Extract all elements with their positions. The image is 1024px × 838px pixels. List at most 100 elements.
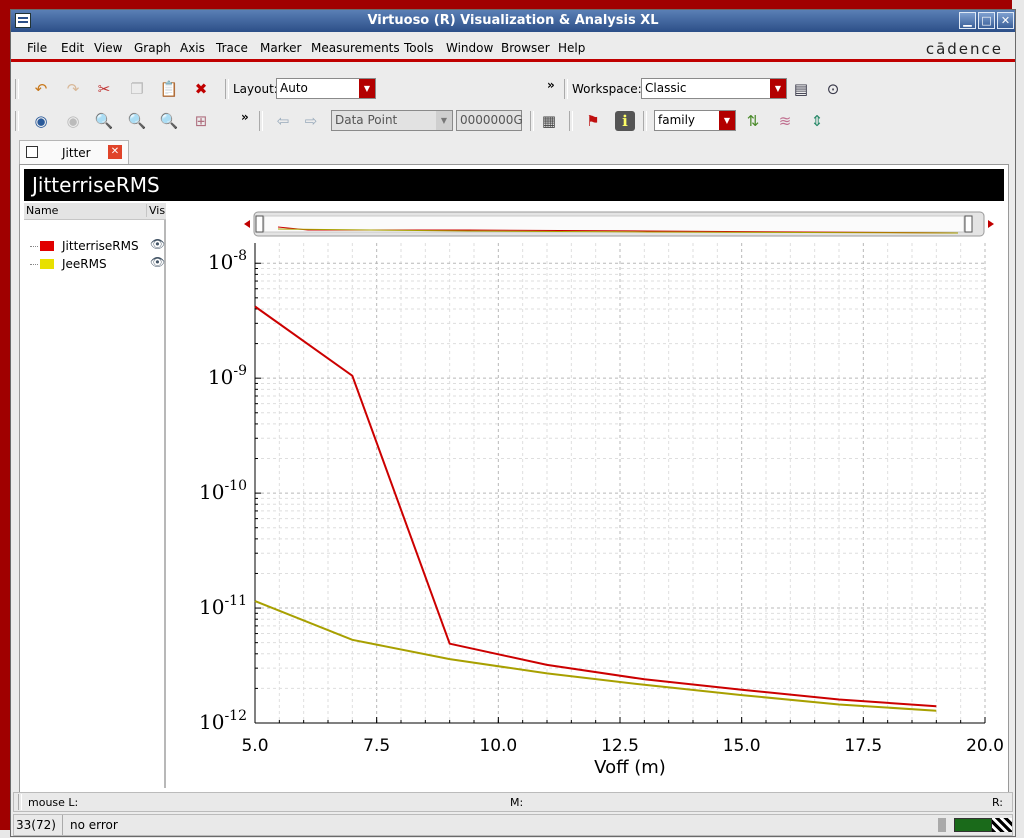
x-axis-label: Voff (m) [594, 757, 666, 778]
zoom-in-x-icon[interactable]: 🔍 [127, 112, 147, 130]
menu-bar: File Edit View Graph Axis Trace Marker M… [11, 34, 1015, 62]
mouse-left-binding: mouse L: [28, 796, 79, 809]
zoom-reset-icon[interactable]: ◉ [66, 112, 80, 130]
menu-graph[interactable]: Graph [134, 41, 171, 55]
x-tick-label: 7.5 [363, 736, 390, 756]
plot-grid [254, 243, 986, 724]
visibility-eye-icon[interactable]: 👁 [150, 237, 166, 251]
scroll-right-handle[interactable] [964, 215, 973, 233]
visibility-eye-icon[interactable]: 👁 [150, 255, 166, 269]
window-title: Virtuoso (R) Visualization & Analysis XL [367, 13, 659, 28]
plot-style-select[interactable]: family ▼ [654, 110, 736, 131]
workspace-select[interactable]: Classic ▼ [641, 78, 787, 99]
toolbar-grip[interactable] [259, 111, 263, 131]
toolbar-overflow-button[interactable]: » [241, 110, 249, 124]
strip-traces-icon[interactable]: ⇕ [810, 112, 824, 130]
command-count: 33(72) [16, 818, 56, 832]
paste-icon[interactable]: 📋 [159, 80, 179, 98]
status-indicator [938, 818, 946, 832]
zoom-in-icon[interactable]: 🔍 [94, 112, 114, 130]
marker-mode-select[interactable]: Data Point ▼ [331, 110, 453, 131]
calculator-icon[interactable]: ▦ [541, 112, 557, 130]
legend-header: Name Vis [24, 203, 166, 220]
plot-area[interactable]: 5.0 7.5 10.0 12.5 15.0 17.5 20.0 10-8 10-9 10-10 1… [168, 205, 1008, 795]
legend-column-name[interactable]: Name [26, 204, 59, 217]
plot-traces [254, 305, 937, 712]
toolbar-grip[interactable] [530, 111, 534, 131]
copy-icon[interactable]: ❐ [130, 80, 144, 98]
toolbar-grip[interactable] [643, 111, 647, 131]
chevron-down-icon[interactable]: ▼ [719, 111, 735, 130]
menu-view[interactable]: View [94, 41, 123, 55]
title-bar[interactable]: Virtuoso (R) Visualization & Analysis XL… [11, 10, 1015, 32]
chevron-down-icon[interactable]: ▼ [436, 111, 452, 130]
chevron-down-icon[interactable]: ▼ [359, 79, 375, 98]
tab-jitter[interactable]: Jitter ✕ [19, 140, 129, 164]
mouse-middle-binding: M: [510, 796, 524, 809]
trace-jitterriserms [254, 305, 937, 708]
x-tick-label: 12.5 [601, 736, 639, 756]
marker-value: 0000000G [460, 113, 523, 127]
menu-marker[interactable]: Marker [260, 41, 302, 55]
menu-window[interactable]: Window [446, 41, 494, 55]
legend-item-jitterrisrms[interactable]: JitterriseRMS 👁 [24, 237, 166, 255]
message-bar: 33(72) no error [13, 814, 1013, 836]
x-scrollbar[interactable] [244, 211, 994, 237]
graph-title: JitterriseRMS [24, 169, 1004, 201]
layout-label: Layout: [233, 82, 278, 96]
toolbar-grip[interactable] [15, 79, 19, 99]
minimize-button[interactable]: ▁ [959, 12, 976, 29]
legend-column-visible[interactable]: Vis [146, 204, 165, 217]
workspace-save-icon[interactable]: ▤ [793, 80, 809, 98]
menu-tools[interactable]: Tools [404, 41, 434, 55]
overlay-traces-icon[interactable]: ≋ [778, 112, 792, 130]
layout-select-value: Auto [280, 81, 308, 95]
tab-close-icon[interactable]: ✕ [108, 145, 122, 159]
trace-color-swatch [40, 259, 54, 269]
next-point-icon[interactable]: ⇨ [304, 112, 318, 130]
zoom-out-icon[interactable]: 🔍 [159, 112, 179, 130]
toolbar-overflow-button[interactable]: » [547, 78, 555, 92]
fit-icon[interactable]: ◉ [34, 112, 48, 130]
workspace-load-icon[interactable]: ⊙ [826, 80, 840, 98]
menu-axis[interactable]: Axis [180, 41, 205, 55]
plot-style-value: family [658, 113, 696, 127]
layout-select[interactable]: Auto ▼ [276, 78, 376, 99]
previous-point-icon[interactable]: ⇦ [276, 112, 290, 130]
menu-trace[interactable]: Trace [216, 41, 248, 55]
trace-jeerms [254, 600, 937, 712]
scroll-left-arrow-icon[interactable] [244, 220, 250, 228]
close-button[interactable]: ✕ [997, 12, 1014, 29]
toolbar-grip[interactable] [569, 111, 573, 131]
window-menu-icon[interactable] [15, 13, 31, 28]
toolbar-grip[interactable] [564, 79, 568, 99]
menu-measurements[interactable]: Measurements [311, 41, 400, 55]
zoom-box-icon[interactable]: ⊞ [194, 112, 208, 130]
x-tick-label: 20.0 [966, 736, 1004, 756]
menu-help[interactable]: Help [558, 41, 586, 55]
maximize-button[interactable]: □ [978, 12, 995, 29]
cut-icon[interactable]: ✂ [97, 80, 111, 98]
toolbar-grip[interactable] [225, 79, 229, 99]
delete-icon[interactable]: ✖ [194, 80, 208, 98]
toolbar-grip[interactable] [15, 111, 19, 131]
status-grip [18, 794, 22, 810]
redo-icon[interactable]: ↷ [66, 80, 80, 98]
scroll-right-arrow-icon[interactable] [988, 220, 994, 228]
x-tick-label: 5.0 [241, 736, 268, 756]
menu-edit[interactable]: Edit [61, 41, 85, 55]
split-traces-icon[interactable]: ⇅ [746, 112, 760, 130]
toolbar-main: ↶ ↷ ✂ ❐ 📋 ✖ Layout: Auto ▼ » Workspace: … [11, 73, 1015, 103]
toolbar-graph: ◉ ◉ 🔍 🔍 🔍 ⊞ » ⇦ ⇨ Data Point ▼ 0000000G … [11, 105, 1015, 135]
menu-file[interactable]: File [27, 41, 48, 55]
chevron-down-icon[interactable]: ▼ [770, 79, 786, 98]
graph-tab-icon [26, 146, 38, 158]
scroll-left-handle[interactable] [255, 215, 264, 233]
legend-item-jeerms[interactable]: JeeRMS 👁 [24, 255, 166, 273]
marker-value-field[interactable]: 0000000G [456, 110, 523, 131]
menu-browser[interactable]: Browser [501, 41, 550, 55]
marker-flag-icon[interactable]: ⚑ [586, 112, 600, 130]
undo-icon[interactable]: ↶ [34, 80, 48, 98]
tree-line [30, 264, 38, 265]
info-icon[interactable]: ℹ [615, 111, 635, 131]
